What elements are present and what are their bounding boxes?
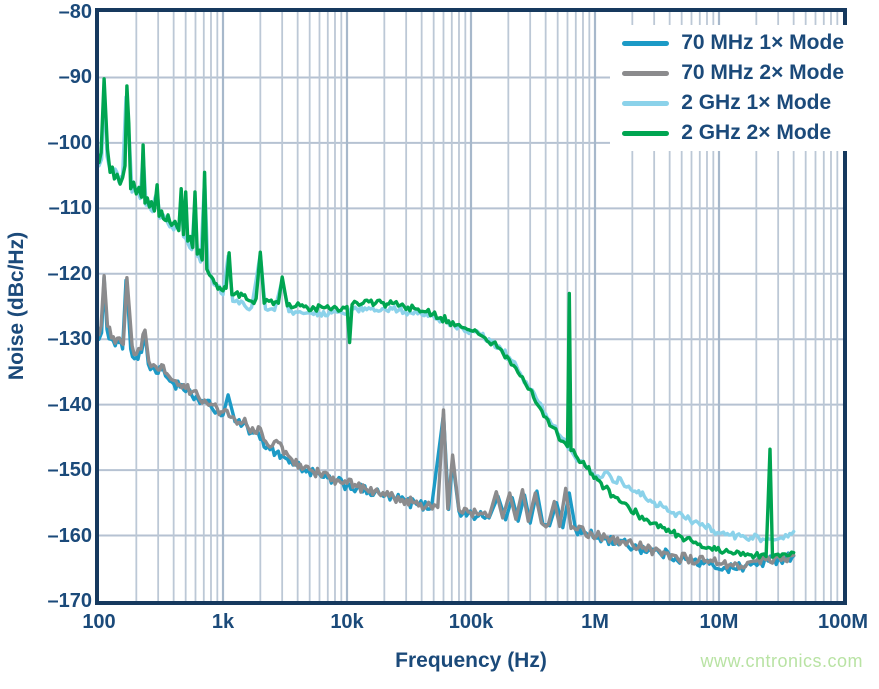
legend-item: 70 MHz 1× Mode: [622, 28, 844, 58]
legend-item: 2 GHz 1× Mode: [622, 88, 844, 118]
legend-line-swatch-2ghz-1x: [622, 100, 670, 106]
y-axis-title: Noise (dBc/Hz): [5, 231, 28, 381]
data-curves: [99, 77, 796, 575]
legend-label: 2 GHz 1× Mode: [681, 91, 832, 114]
curve-70-mhz-2-mode: [99, 274, 796, 571]
legend-label: 70 MHz 1× Mode: [681, 31, 844, 54]
legend-line-swatch-70mhz-2x: [622, 70, 670, 76]
x-axis-title: Frequency (Hz): [395, 649, 547, 672]
legend-line-swatch-70mhz-1x: [622, 40, 670, 46]
legend-item: 2 GHz 2× Mode: [622, 118, 844, 148]
plot-border: [95, 8, 847, 605]
legend: 70 MHz 1× Mode 70 MHz 2× Mode 2 GHz 1× M…: [610, 25, 848, 151]
legend-label: 2 GHz 2× Mode: [681, 121, 832, 144]
watermark-text: www.cntronics.com: [700, 651, 863, 671]
legend-label: 70 MHz 2× Mode: [681, 61, 844, 84]
legend-item: 70 MHz 2× Mode: [622, 58, 844, 88]
legend-line-swatch-2ghz-2x: [622, 130, 670, 136]
curve-2-ghz-2-mode: [99, 77, 796, 560]
